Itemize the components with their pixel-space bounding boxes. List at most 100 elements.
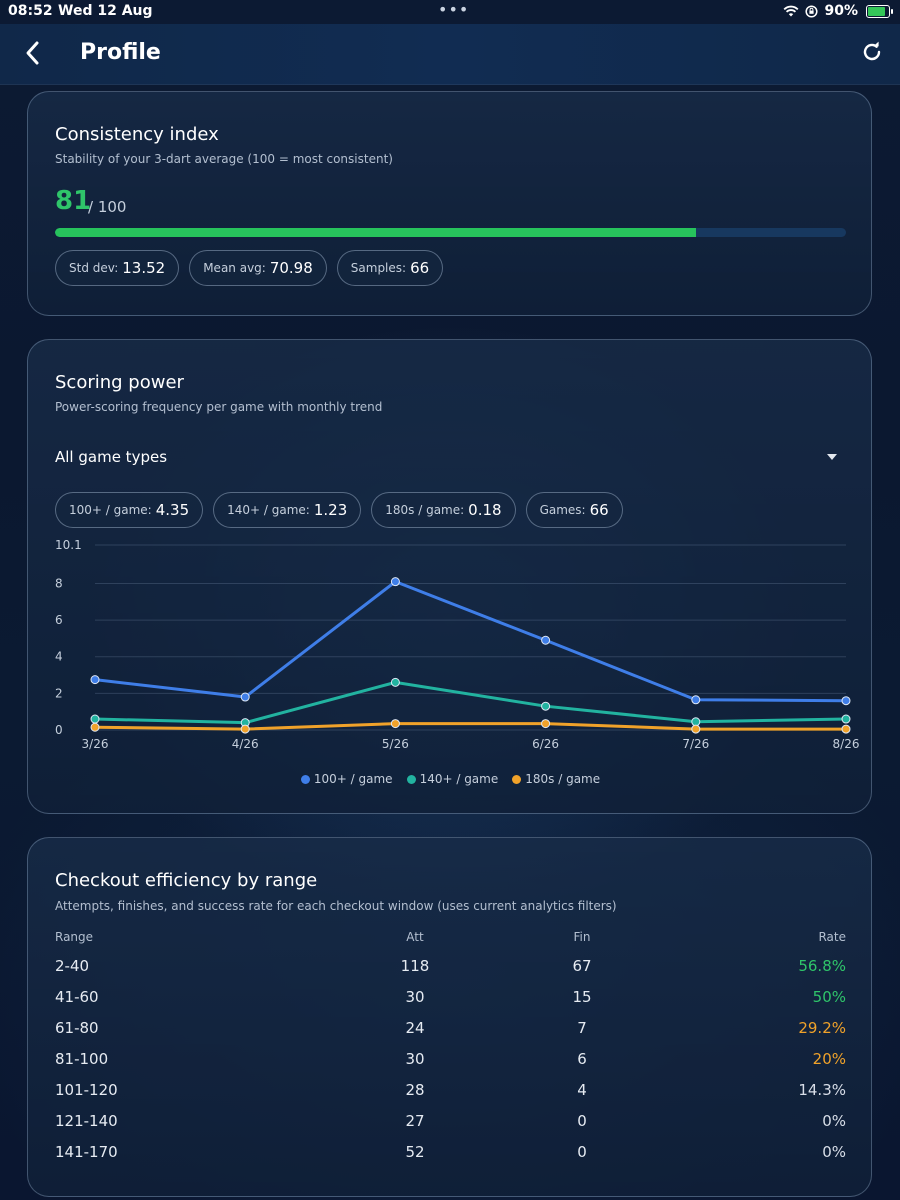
cell-range: 41-60 — [55, 988, 99, 1006]
data-point — [541, 635, 551, 645]
legend-label: 180s / game — [525, 772, 601, 786]
cell-range: 81-100 — [55, 1050, 109, 1068]
y-tick-label: 4 — [55, 650, 63, 664]
data-point — [691, 717, 701, 727]
stat-chip-mean-avg: Mean avg: 70.98 — [189, 250, 327, 286]
refresh-button[interactable] — [860, 40, 884, 64]
series-line — [94, 680, 847, 725]
status-indicators: 90% — [783, 3, 893, 19]
table-row: 61-80 24 7 29.2% — [55, 1019, 846, 1039]
cell-fin: 15 — [572, 988, 592, 1006]
cell-rate: 56.8% — [798, 957, 846, 975]
consistency-progress-fill — [55, 228, 696, 237]
battery-icon — [866, 4, 893, 18]
column-header-range: Range — [55, 930, 94, 944]
y-tick-label: 6 — [55, 613, 63, 627]
cell-att: 52 — [405, 1143, 425, 1161]
battery-level — [868, 6, 886, 16]
checkout-subtitle: Attempts, finishes, and success rate for… — [55, 899, 617, 913]
cell-range: 2-40 — [55, 957, 90, 975]
consistency-progress-bar — [55, 228, 846, 237]
rotation-lock-icon — [805, 4, 819, 18]
consistency-subtitle: Stability of your 3-dart average (100 = … — [55, 152, 393, 166]
chip-value: 66 — [589, 501, 609, 519]
column-header-att: Att — [406, 930, 424, 944]
chip-label: Games: — [539, 503, 586, 517]
legend-label: 140+ / game — [419, 772, 499, 786]
multitasking-dots[interactable]: ••• — [438, 0, 470, 19]
scoring-trend-chart: 0 2 4 6 8 10.1 3/26 4/26 5/26 6/26 7/26 8/26 — [55, 538, 860, 751]
chip-label: Samples: — [350, 261, 407, 275]
consistency-score: 81 — [55, 186, 92, 216]
y-tick-label: 10.1 — [55, 538, 82, 552]
stat-chip-180s: 180s / game: 0.18 — [371, 492, 516, 528]
legend-item: 180s / game — [512, 772, 600, 786]
refresh-icon — [863, 41, 881, 61]
data-point — [541, 719, 551, 729]
column-header-rate: Rate — [818, 930, 846, 944]
table-row: 81-100 30 6 20% — [55, 1050, 846, 1070]
status-time: 08:52 — [8, 3, 53, 19]
back-button[interactable] — [20, 38, 48, 68]
consistency-stats: Std dev: 13.52 Mean avg: 70.98 Samples: … — [55, 250, 444, 286]
cell-att: 27 — [405, 1112, 425, 1130]
data-point — [90, 675, 100, 685]
stat-chip-games: Games: 66 — [525, 492, 623, 528]
scoring-stats: 100+ / game: 4.35 140+ / game: 1.23 180s… — [55, 492, 623, 528]
chevron-left-icon — [26, 41, 39, 65]
cell-rate: 14.3% — [798, 1081, 846, 1099]
cell-rate: 29.2% — [798, 1019, 846, 1037]
x-tick-label: 5/26 — [382, 737, 409, 751]
table-row: 141-170 52 0 0% — [55, 1143, 846, 1163]
legend-label: 100+ / game — [313, 772, 393, 786]
stat-chip-std-dev: Std dev: 13.52 — [55, 250, 180, 286]
data-point — [841, 714, 851, 724]
game-type-select[interactable]: All game types — [55, 444, 846, 474]
cell-fin: 6 — [577, 1050, 587, 1068]
stat-chip-samples: Samples: 66 — [336, 250, 444, 286]
stat-chip-100-plus: 100+ / game: 4.35 — [55, 492, 204, 528]
consistency-title: Consistency index — [55, 124, 219, 145]
cell-fin: 7 — [577, 1019, 587, 1037]
scoring-title: Scoring power — [55, 372, 184, 393]
series-line — [94, 722, 846, 731]
chip-value: 70.98 — [269, 259, 313, 277]
legend-swatch — [512, 774, 522, 784]
chip-value: 66 — [410, 259, 430, 277]
x-tick-label: 8/26 — [833, 737, 860, 751]
x-tick-label: 6/26 — [532, 737, 559, 751]
cell-att: 30 — [405, 988, 425, 1006]
y-tick-label: 0 — [55, 723, 63, 737]
table-row: 121-140 27 0 0% — [55, 1112, 846, 1132]
legend-item: 100+ / game — [300, 772, 393, 786]
wifi-icon — [784, 5, 799, 17]
y-tick-label: 8 — [55, 576, 63, 590]
chip-label: 100+ / game: — [69, 503, 152, 517]
data-point — [841, 724, 851, 734]
cell-rate: 50% — [812, 988, 846, 1006]
legend-swatch — [300, 774, 310, 784]
cell-rate: 0% — [822, 1112, 846, 1130]
cell-range: 121-140 — [55, 1112, 118, 1130]
table-row: 41-60 30 15 50% — [55, 988, 846, 1008]
chip-label: 180s / game: — [385, 503, 465, 517]
cell-att: 24 — [405, 1019, 425, 1037]
chip-label: Std dev: — [69, 261, 119, 275]
cell-att: 118 — [400, 957, 430, 975]
data-point — [240, 724, 250, 734]
table-row: 101-120 28 4 14.3% — [55, 1081, 846, 1101]
legend-swatch — [406, 774, 416, 784]
data-point — [541, 701, 551, 711]
legend-item: 140+ / game — [406, 772, 499, 786]
x-tick-label: 7/26 — [682, 737, 709, 751]
caret-down-icon — [827, 454, 837, 460]
data-point — [841, 696, 851, 706]
cell-range: 101-120 — [55, 1081, 118, 1099]
chip-value: 1.23 — [313, 501, 348, 519]
consistency-score-max: / 100 — [88, 198, 127, 216]
cell-rate: 20% — [812, 1050, 846, 1068]
cell-fin: 67 — [572, 957, 592, 975]
page-title: Profile — [80, 40, 161, 65]
cell-fin: 4 — [577, 1081, 587, 1099]
data-point — [691, 695, 701, 705]
